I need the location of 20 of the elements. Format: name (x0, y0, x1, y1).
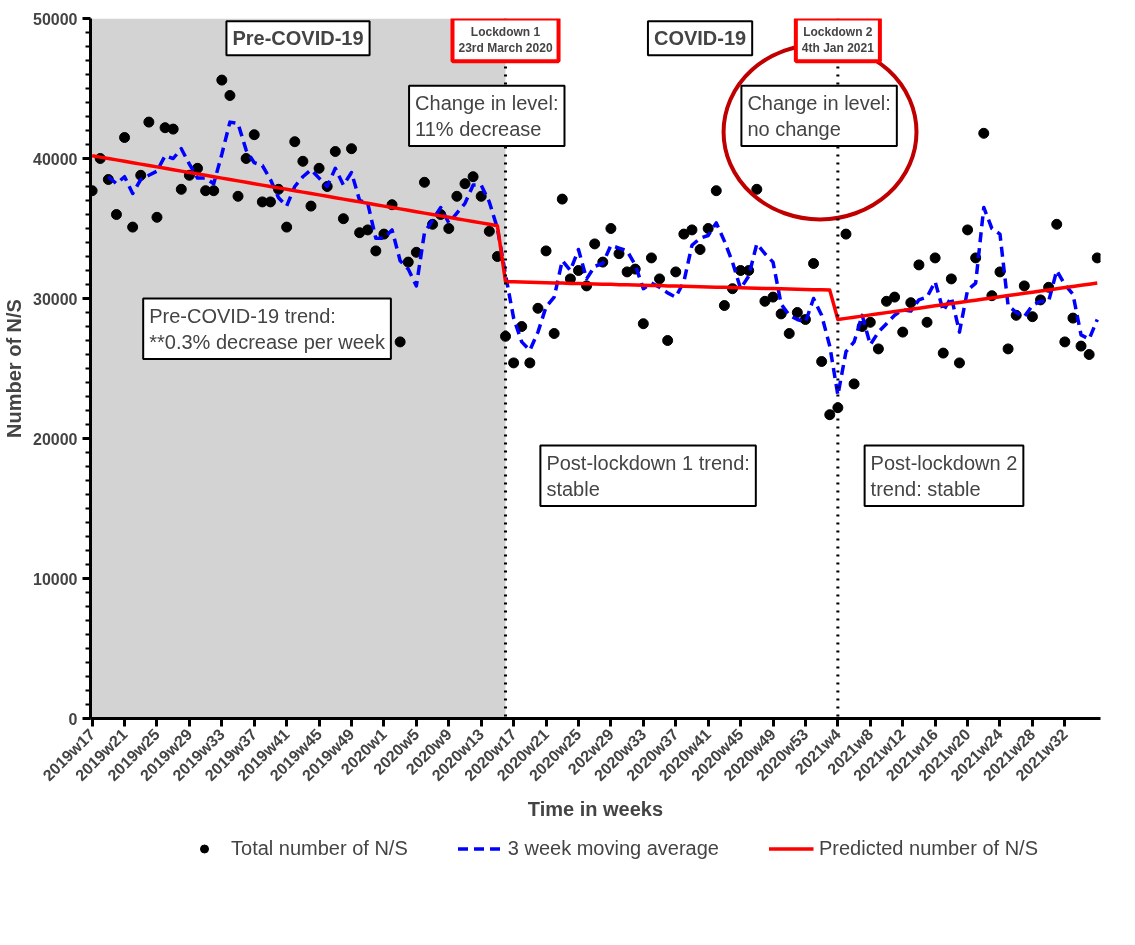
y-axis-title: Number of N/S (3, 299, 26, 438)
annotation: COVID-19 (653, 27, 747, 50)
y-tick-label: 20000 (33, 430, 78, 448)
legend-label: 3 week moving average (507, 836, 719, 860)
y-tick-label: 40000 (33, 150, 78, 168)
annotation: Lockdown 1 23rd March 2020 (458, 24, 553, 56)
x-axis-title: Time in weeks (527, 798, 664, 821)
annotation: Pre-COVID-19 (232, 27, 364, 50)
y-tick-label: 30000 (33, 290, 78, 308)
y-tick-label: 50000 (33, 10, 78, 28)
legend-label: Predicted number of N/S (818, 836, 1038, 860)
annotation: Post-lockdown 1 trend: stable (546, 451, 750, 500)
annotation: Change in level: 11% decrease (415, 91, 559, 141)
annotation: Change in level: no change (747, 91, 891, 141)
legend-label: Total number of N/S (231, 836, 408, 860)
annotation: Lockdown 2 4th Jan 2021 (801, 24, 875, 56)
y-tick-label: 10000 (33, 570, 78, 588)
annotation: Pre-COVID-19 trend: **0.3% decrease per week (149, 304, 386, 353)
y-tick-label: 0 (68, 710, 78, 728)
annotation: Post-lockdown 2 trend: stable (870, 451, 1018, 500)
